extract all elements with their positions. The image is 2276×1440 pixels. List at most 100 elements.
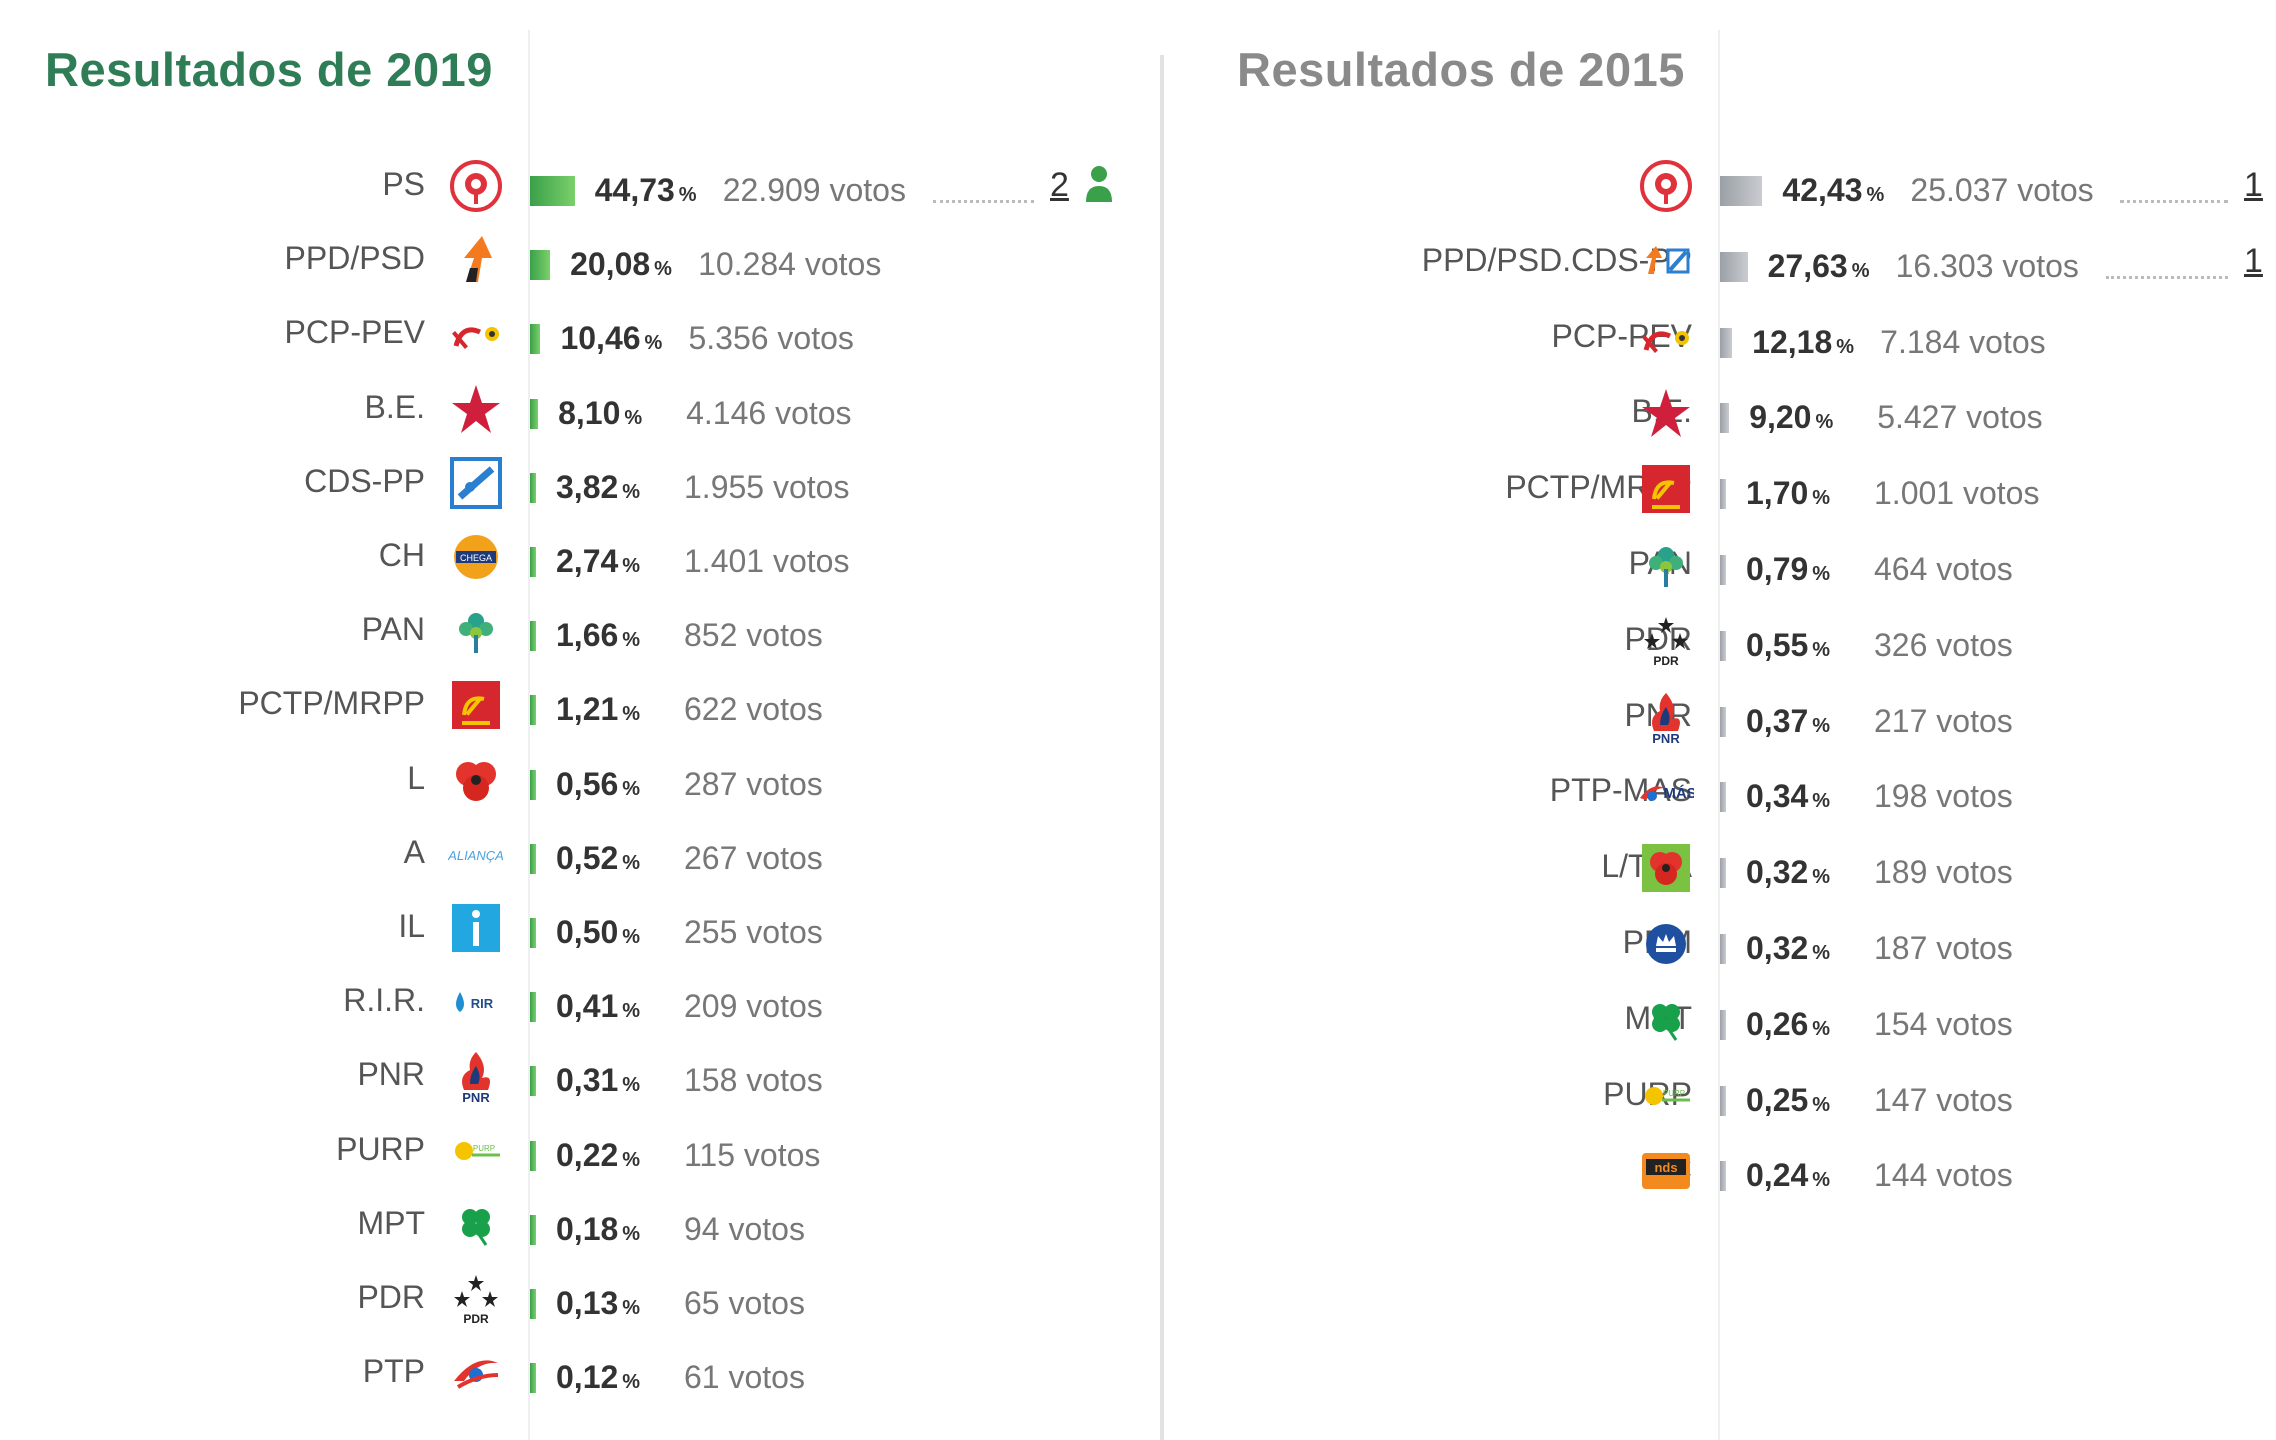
vote-count: 115 votos [684,1136,821,1173]
vote-percentage: 0,55% [1746,627,1830,664]
percentage-value: 0,22 [556,1136,619,1173]
percentage-value: 44,73 [594,172,675,208]
party-name: PTP-MAS [1549,772,1692,809]
percent-sign: % [622,1000,641,1023]
percent-sign: % [1812,638,1831,661]
vote-count: 25.037 votos [1910,172,2094,208]
vote-share-bar [530,1066,536,1097]
vote-percentage: 0,56% [556,766,640,803]
vote-share-bar [1720,782,1726,813]
percentage-value: 0,13 [556,1285,619,1321]
vote-count: 4.146 votos [686,394,852,431]
vote-percentage: 44,73% [595,172,697,209]
party-name: CDS-PP [304,462,425,499]
vote-count: 22.909 votos [722,172,906,208]
results-2015-title: Resultados de 2015 [1237,43,1685,96]
vote-share-bar [1720,858,1726,889]
purp-sun-icon: PURP [448,1123,504,1179]
percentage-value: 0,25 [1746,1081,1809,1118]
party-row: PCP-PEV 10,46% 5.356 votos [0,306,1160,366]
party-name: PNR [357,1056,425,1093]
percent-sign: % [622,629,641,652]
vote-share-bar [530,769,536,800]
percentage-value: 0,56 [556,765,619,802]
percent-sign: % [1851,259,1870,282]
vote-share-bar [530,1214,536,1245]
party-row: B.E.9,20%5.427 votos [1166,385,2276,445]
party-row: PS 44,73% 22.909 votos 2 [0,158,1160,218]
svg-text:PURP: PURP [473,1144,495,1153]
percentage-value: 0,37 [1746,702,1809,739]
svg-text:ALIANÇA: ALIANÇA [448,848,504,863]
vote-share-bar [530,695,536,726]
percentage-value: 0,55 [1746,626,1809,663]
party-row: PPD/PSD.CDS-PP 27,63% 16.303 votos 1 [1166,234,2276,294]
vote-share-bar [530,621,536,652]
percent-sign: % [678,184,697,206]
percentage-value: 0,31 [556,1062,619,1099]
percentage-value: 2,74 [556,543,619,579]
ppm-crown-icon [1638,916,1694,972]
clover-icon [1638,992,1694,1048]
psd-arrow-icon [448,232,504,288]
percentage-value: 0,34 [1746,778,1809,815]
vote-percentage: 0,31% [556,1062,640,1099]
percent-sign: % [622,851,641,874]
party-name: PURP [336,1130,425,1167]
vote-share-bar [530,992,536,1023]
party-row: PCTP/MRPP 1,70% 1.001 votos [1166,461,2276,521]
percentage-value: 0,52 [556,839,619,876]
vote-percentage: 0,25% [1746,1082,1830,1119]
leader-dots [2120,200,2228,205]
vote-count: 267 votos [684,839,823,876]
vote-percentage: 3,82% [556,469,640,506]
bar-axis [1718,30,1720,1440]
vote-share-bar [1720,706,1726,737]
vote-count: 5.356 votos [688,320,854,357]
vote-percentage: 2,74% [556,543,640,580]
vote-percentage: 0,50% [556,914,640,951]
seats-count[interactable]: 1 [2244,166,2263,204]
il-blue-square-icon [448,900,504,956]
party-name: L [407,759,425,796]
seats-count[interactable]: 1 [2244,241,2263,280]
vote-count: 287 votos [684,765,823,802]
party-row: B.E. 8,10% 4.146 votos [0,381,1160,441]
nc-orange-icon: nds [1638,1143,1694,1199]
vote-count: 326 votos [1874,626,2013,663]
percentage-value: 9,20 [1749,399,1812,436]
party-name: PDR [357,1279,425,1315]
percent-sign: % [624,406,643,429]
clover-icon [448,1197,504,1253]
vote-count: 65 votos [684,1285,805,1321]
vote-count: 622 votos [684,691,823,728]
panel-divider [1160,55,1164,1440]
vote-share-bar [1720,403,1730,434]
svg-text:PNR: PNR [1652,731,1680,745]
vote-share-bar [530,176,575,206]
percent-sign: % [622,1222,641,1245]
cds-square-icon [448,455,504,511]
percent-sign: % [1836,335,1855,358]
purp-sun-icon: PURP [1638,1068,1694,1124]
party-row: PTP 0,12% 61 votos [0,1345,1160,1405]
seats-count[interactable]: 2 [1050,166,1069,204]
party-row: PPM0,32%187 votos [1166,916,2276,976]
vote-share-bar [530,250,551,281]
vote-count: 1.401 votos [684,543,850,579]
percentage-value: 8,10 [558,394,621,431]
percent-sign: % [644,332,663,355]
vote-percentage: 0,24% [1746,1157,1830,1194]
percentage-value: 0,24 [1746,1157,1809,1194]
vote-count: 217 votos [1874,702,2013,739]
red-star-icon [448,381,504,437]
vote-share-bar [1720,1085,1726,1116]
vote-count: 16.303 votos [1895,247,2079,284]
party-name: A [403,833,425,870]
vote-share-bar [1720,479,1726,510]
pnr-flame-icon: PNR [448,1048,504,1104]
vote-count: 147 votos [1874,1081,2013,1118]
